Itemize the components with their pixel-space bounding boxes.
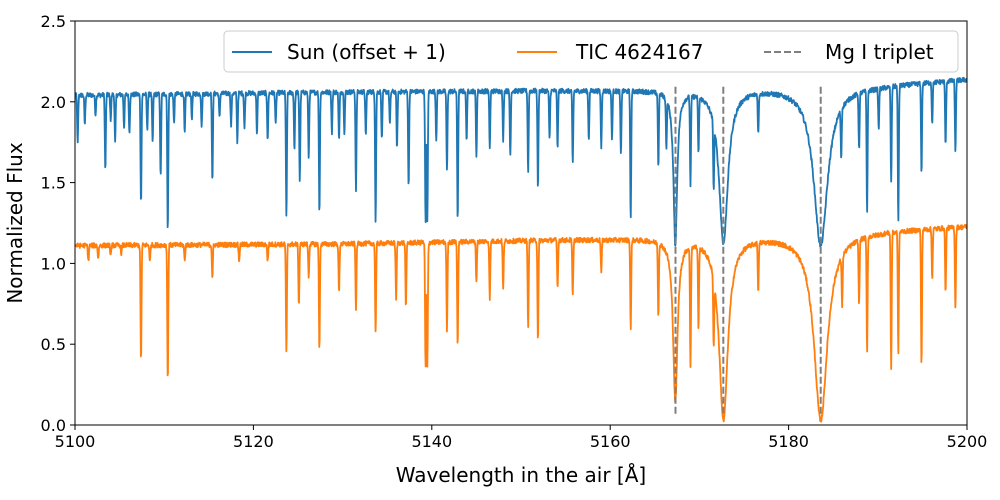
tic-spectrum-line	[75, 223, 967, 423]
x-axis-ticks: 5100 5120 5140 5160 5180 5200	[55, 425, 988, 451]
legend: Sun (offset + 1) TIC 4624167 Mg I triple…	[223, 30, 959, 73]
y-axis-ticks: 0.0 0.5 1.0 1.5 2.0 2.5	[41, 12, 75, 435]
mg-triplet-lines	[674, 85, 822, 414]
y-tick-label: 2.0	[41, 93, 66, 112]
x-tick-label: 5140	[411, 432, 452, 451]
y-tick-label: 0.0	[41, 416, 66, 435]
x-axis-label: Wavelength in the air [Å]	[396, 463, 646, 487]
y-tick-label: 1.0	[41, 254, 66, 273]
y-axis-label: Normalized Flux	[3, 142, 27, 304]
y-tick-label: 0.5	[41, 335, 66, 354]
x-tick-label: 5200	[947, 432, 988, 451]
legend-label-sun: Sun (offset + 1)	[287, 40, 446, 64]
plot-frame	[74, 20, 968, 426]
x-tick-label: 5180	[768, 432, 809, 451]
y-tick-label: 2.5	[41, 12, 66, 31]
x-tick-label: 5100	[55, 432, 96, 451]
sun-spectrum-line	[75, 76, 967, 248]
series-layer	[75, 76, 967, 423]
legend-label-tic: TIC 4624167	[575, 40, 704, 64]
legend-label-mg: Mg I triplet	[825, 40, 934, 64]
x-tick-label: 5160	[590, 432, 631, 451]
y-tick-label: 1.5	[41, 174, 66, 193]
x-tick-label: 5120	[233, 432, 274, 451]
legend-box	[223, 30, 959, 73]
